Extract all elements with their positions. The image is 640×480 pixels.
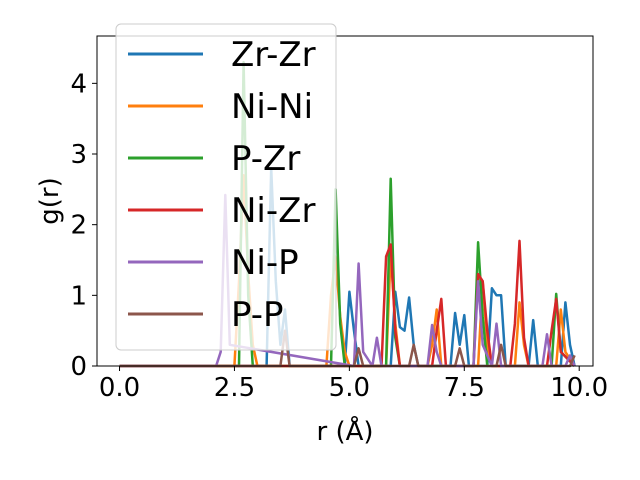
y-axis: 0 1 2 3 4 <box>70 69 97 382</box>
y-tick-label: 4 <box>70 69 87 99</box>
x-tick-label: 7.5 <box>444 373 485 403</box>
y-tick-label: 2 <box>70 211 87 241</box>
y-tick-label: 1 <box>70 281 87 311</box>
x-tick-label: 2.5 <box>214 373 255 403</box>
y-axis-label: g(r) <box>35 177 65 224</box>
series-line-ni-p <box>119 193 576 368</box>
y-tick-label: 3 <box>70 140 87 170</box>
x-axis: 0.0 2.5 5.0 7.5 10.0 <box>99 366 608 403</box>
legend-label: Ni-Ni <box>231 87 313 127</box>
legend: Zr-Zr Ni-Ni P-Zr Ni-Zr Ni-P P-P <box>115 23 337 351</box>
legend-label: Ni-P <box>231 243 299 283</box>
legend-label: P-Zr <box>231 139 300 179</box>
y-tick-label: 0 <box>70 352 87 382</box>
series-line-p-p <box>119 329 576 368</box>
legend-label: Zr-Zr <box>231 35 316 75</box>
x-tick-label: 5.0 <box>329 373 370 403</box>
x-tick-label: 10.0 <box>550 373 608 403</box>
plot-frame <box>96 35 594 367</box>
legend-label: Ni-Zr <box>231 191 315 231</box>
x-tick-label: 0.0 <box>99 373 140 403</box>
x-axis-label: r (Å) <box>316 415 373 447</box>
legend-label: P-P <box>231 295 284 335</box>
